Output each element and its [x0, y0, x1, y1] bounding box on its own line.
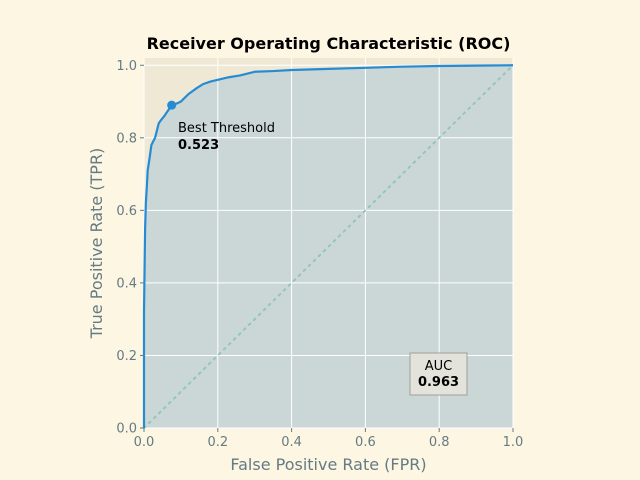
x-tick-label: 0.4: [281, 435, 302, 450]
y-tick-label: 0.6: [116, 204, 137, 219]
chance-diagonal-line: [143, 64, 514, 429]
best-threshold-label: Best Threshold: [178, 121, 275, 136]
y-axis-ticks: 0.0 0.2 0.4 0.6 0.8 1.0: [116, 59, 144, 437]
best-threshold-value: 0.523: [178, 138, 219, 153]
x-tick-label: 1.0: [503, 435, 524, 450]
y-tick-label: 0.0: [116, 422, 137, 437]
auc-box: [409, 352, 468, 396]
y-tick-label: 0.4: [116, 276, 137, 291]
x-tick-label: 0.6: [355, 435, 376, 450]
x-axis-label: False Positive Rate (FPR): [230, 455, 426, 474]
y-tick-label: 0.2: [116, 349, 137, 364]
chart-title: Receiver Operating Characteristic (ROC): [147, 34, 511, 53]
x-tick-label: 0.2: [207, 435, 228, 450]
x-tick-label: 0.0: [134, 435, 155, 450]
y-tick-label: 1.0: [116, 59, 137, 74]
x-axis-ticks: 0.0 0.2 0.4 0.6 0.8 1.0: [134, 428, 524, 450]
auc-label: AUC: [425, 359, 453, 374]
x-tick-label: 0.8: [429, 435, 450, 450]
y-axis-label: True Positive Rate (TPR): [87, 148, 106, 340]
best-threshold-point: [167, 100, 177, 110]
roc-curve-line: [142, 64, 514, 428]
y-tick-label: 0.8: [116, 131, 137, 146]
auc-value: 0.963: [418, 375, 459, 390]
